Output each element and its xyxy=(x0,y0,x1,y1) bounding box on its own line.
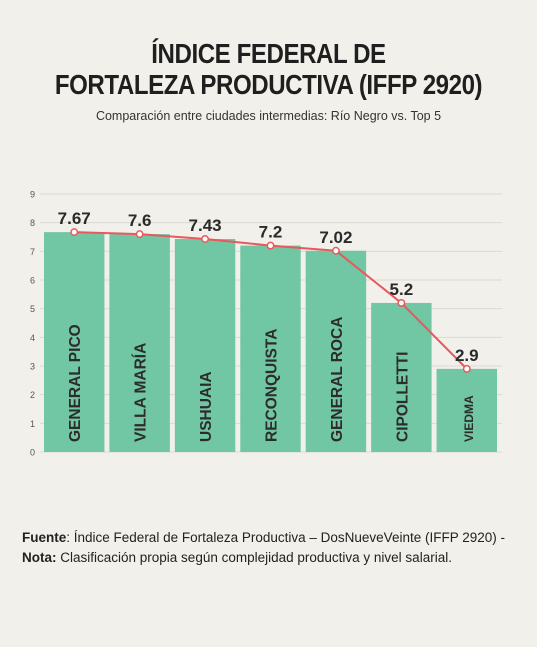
bar xyxy=(109,234,170,452)
y-tick-label: 2 xyxy=(30,390,35,400)
bar xyxy=(240,245,301,452)
source-note: Fuente: Índice Federal de Fortaleza Prod… xyxy=(22,528,522,568)
category-label: GENERAL PICO xyxy=(67,324,84,442)
y-tick-label: 4 xyxy=(30,333,35,343)
bar xyxy=(174,239,236,452)
title-line-1: ÍNDICE FEDERAL DE xyxy=(151,38,386,69)
y-tick-label: 8 xyxy=(30,218,35,228)
data-label: 7.02 xyxy=(319,228,352,247)
bar xyxy=(371,302,432,452)
y-tick-label: 5 xyxy=(30,304,35,314)
y-tick-label: 1 xyxy=(30,419,35,429)
chart-subtitle: Comparación entre ciudades intermedias: … xyxy=(95,109,442,123)
data-label: 7.43 xyxy=(189,216,222,235)
y-tick-label: 0 xyxy=(30,448,35,458)
y-tick-label: 6 xyxy=(30,276,35,286)
chart-title: ÍNDICE FEDERAL DE FORTALEZA PRODUCTIVA (… xyxy=(38,38,500,100)
category-label: VIEDMA xyxy=(462,395,476,442)
trend-marker xyxy=(331,246,340,255)
data-label: 7.2 xyxy=(259,223,283,242)
data-label: 7.67 xyxy=(58,209,91,228)
trend-marker xyxy=(135,230,144,239)
y-tick-label: 9 xyxy=(30,190,35,200)
data-label: 5.2 xyxy=(390,280,414,299)
source-text: : Índice Federal de Fortaleza Productiva… xyxy=(66,530,505,545)
bar-chart: 0 1 2 3 4 5 6 7 8 9 GENERAL PICO VILLA MARÍA USHUAIA… xyxy=(30,190,502,458)
category-label: CIPOLLETTI xyxy=(394,352,411,442)
title-line-2: FORTALEZA PRODUCTIVA (IFFP 2920) xyxy=(54,69,483,100)
trend-marker xyxy=(201,235,210,243)
category-label: USHUAIA xyxy=(198,371,215,442)
trend-marker xyxy=(266,241,275,250)
bar xyxy=(44,232,105,452)
note-label: Nota: xyxy=(22,550,57,565)
note-text: Clasificación propia según complejidad p… xyxy=(56,550,452,565)
data-label: 2.9 xyxy=(455,346,479,365)
y-tick-label: 7 xyxy=(30,247,35,257)
y-tick-label: 3 xyxy=(30,362,35,372)
trend-marker xyxy=(70,228,79,237)
data-label: 7.6 xyxy=(128,211,152,230)
trend-marker xyxy=(462,364,471,373)
category-label: VILLA MARÍA xyxy=(133,343,150,442)
bar xyxy=(436,368,497,452)
source-label: Fuente xyxy=(22,530,67,545)
category-label: RECONQUISTA xyxy=(264,329,281,442)
trend-marker xyxy=(397,298,406,307)
bar xyxy=(305,250,367,452)
category-label: GENERAL ROCA xyxy=(329,317,346,442)
